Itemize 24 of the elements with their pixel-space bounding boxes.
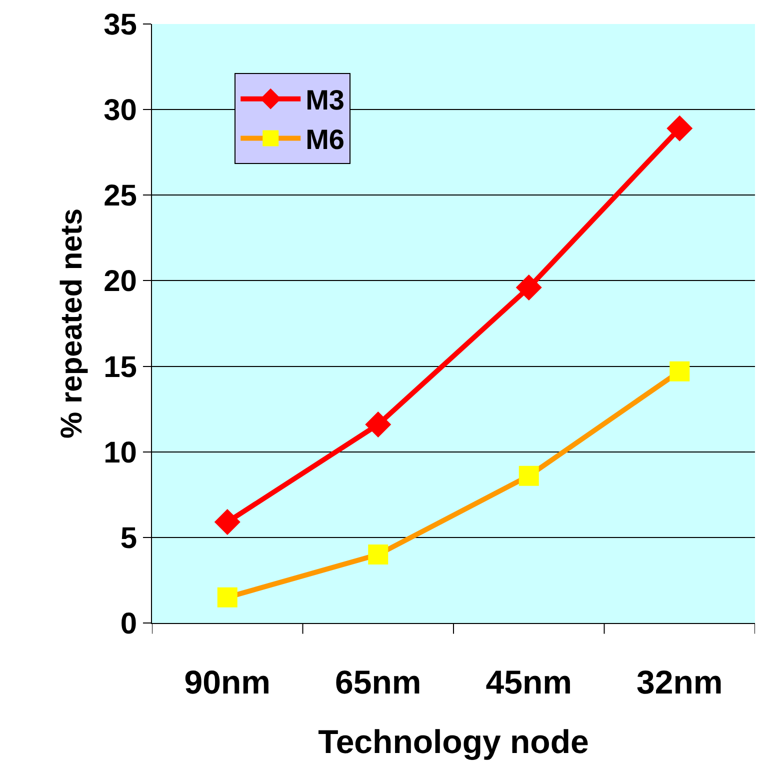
x-tick-label: 65nm <box>335 664 422 701</box>
point <box>670 361 690 382</box>
point <box>368 544 388 565</box>
x-tick-label: 32nm <box>636 664 723 701</box>
y-tick-label: 30 <box>104 94 137 128</box>
y-tick-label: 5 <box>120 522 137 555</box>
x-tick-label: 90nm <box>184 664 270 701</box>
point <box>666 115 693 142</box>
legend-label: M3 <box>306 84 345 116</box>
y-tick-label: 0 <box>120 608 137 640</box>
point <box>516 274 542 301</box>
y-tick-label: 35 <box>104 8 137 42</box>
y-tick-label: 15 <box>104 350 137 384</box>
y-tick-label: 10 <box>104 436 137 470</box>
point <box>365 411 392 438</box>
x-tick-label: 45nm <box>486 664 572 701</box>
legend-label: M6 <box>306 124 345 156</box>
x-axis-title: Technology node <box>318 723 589 760</box>
y-tick-label: 25 <box>104 180 137 213</box>
y-axis-title: % repeated nets <box>56 208 89 439</box>
point <box>518 466 539 486</box>
point <box>214 509 240 536</box>
y-tick-label: 20 <box>104 265 137 298</box>
point <box>217 587 238 608</box>
